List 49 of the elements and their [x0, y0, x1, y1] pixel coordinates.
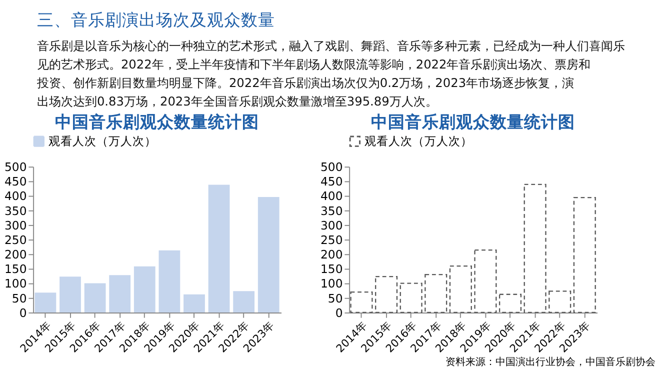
y-tick-label: 500 [320, 160, 343, 174]
y-tick-label: 200 [4, 248, 27, 262]
y-tick-label: 500 [4, 160, 27, 174]
bar [449, 266, 472, 314]
bar [233, 291, 255, 312]
bar [424, 274, 448, 314]
bar [109, 275, 131, 312]
y-tick-label: 100 [4, 276, 27, 291]
bar [498, 294, 522, 314]
bar [375, 276, 398, 314]
y-tick-label: 0 [335, 306, 343, 320]
chart-title: 中国音乐剧观众数量统计图 [371, 112, 576, 132]
text: 音乐剧是以音乐为核心的一种独立的艺术形式，融入了戏剧、舞蹈、音乐等多种元素，已经成为一种人们喜闻乐见的艺术形式。2022年，受上半年疫情和下半年剧场人数限流等影响，2022年音乐剧演出场次、票房和投资、创作新剧目数量均明显下降。2022年音乐剧演出场次仅为0.2万场，2023年市场逐步恢复，演出场次达到0.83万场，2023年全国音乐剧观众数量激增至395.89万人次。 [36, 38, 625, 108]
y-tick-label: 450 [4, 174, 27, 189]
y-tick-label: 150 [4, 262, 27, 276]
y-tick-label: 100 [320, 276, 343, 291]
text: 资料来源：中国演出行业协会，中国音乐剧协会 [445, 356, 656, 368]
bar [184, 294, 205, 312]
text: 三、音乐剧演出场次及观众数量 [36, 10, 275, 30]
y-tick-label: 250 [320, 232, 343, 247]
y-tick-label: 350 [320, 204, 343, 218]
bar [84, 283, 106, 312]
bar [400, 282, 422, 314]
y-tick-label: 150 [320, 262, 343, 276]
bar [60, 276, 81, 312]
y-tick-label: 450 [320, 174, 343, 189]
y-tick-label: 350 [4, 204, 27, 218]
y-tick-label: 0 [19, 306, 27, 320]
bar [548, 290, 572, 314]
legend-label: 观看人次（万人次） [48, 134, 157, 148]
bar [573, 196, 596, 314]
bar [34, 292, 56, 312]
bar [158, 250, 180, 312]
y-tick-label: 250 [4, 232, 27, 247]
y-tick-label: 300 [320, 218, 343, 232]
y-tick-label: 300 [4, 218, 27, 232]
y-tick-label: 50 [328, 291, 343, 306]
y-tick-label: 400 [4, 189, 27, 204]
bar [208, 184, 230, 312]
chart-title: 中国音乐剧观众数量统计图 [55, 112, 260, 132]
bar [134, 266, 156, 312]
y-tick-label: 400 [320, 189, 343, 204]
y-tick-label: 200 [320, 248, 343, 262]
y-tick-label: 50 [12, 291, 27, 306]
bar [524, 184, 546, 314]
legend-label: 观看人次（万人次） [364, 134, 473, 148]
bar [350, 291, 373, 314]
bar [258, 196, 280, 312]
bar [474, 249, 497, 314]
